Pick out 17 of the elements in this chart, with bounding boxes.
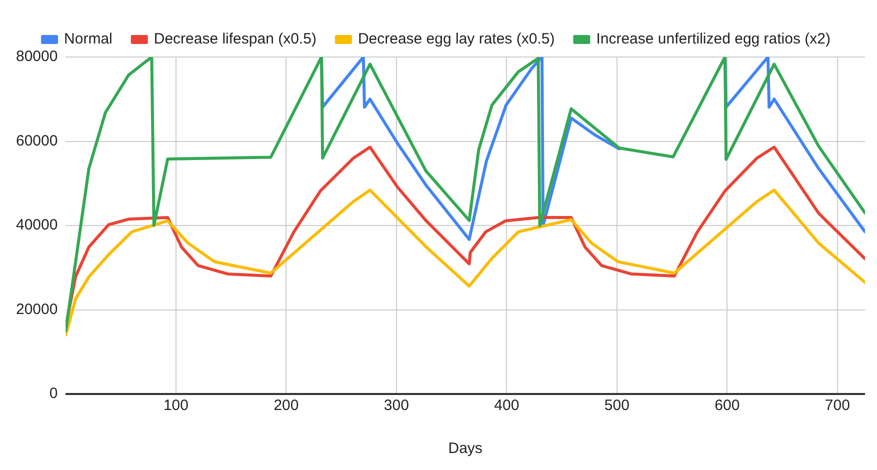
legend-label: Normal [64, 30, 112, 48]
y-tick-label: 60000 [16, 132, 58, 150]
legend-label: Increase unfertilized egg ratios (x2) [596, 30, 830, 48]
y-tick-label: 80000 [16, 48, 58, 66]
x-tick-label: 200 [274, 397, 299, 414]
x-tick-label: 400 [494, 397, 520, 414]
x-axis-title: Days [448, 440, 482, 458]
y-tick-label: 40000 [16, 216, 58, 234]
y-tick-label: 20000 [16, 300, 58, 318]
x-tick-label: 600 [714, 397, 740, 414]
x-tick-label: 300 [384, 397, 409, 414]
x-tick-label: 700 [824, 397, 850, 414]
x-tick-label: 100 [163, 397, 188, 414]
x-tick-label: 500 [604, 397, 630, 414]
y-tick-label: 0 [49, 385, 58, 402]
legend-label: Decrease egg lay rates (x0.5) [358, 30, 555, 48]
legend-label: Decrease lifespan (x0.5) [154, 30, 316, 48]
